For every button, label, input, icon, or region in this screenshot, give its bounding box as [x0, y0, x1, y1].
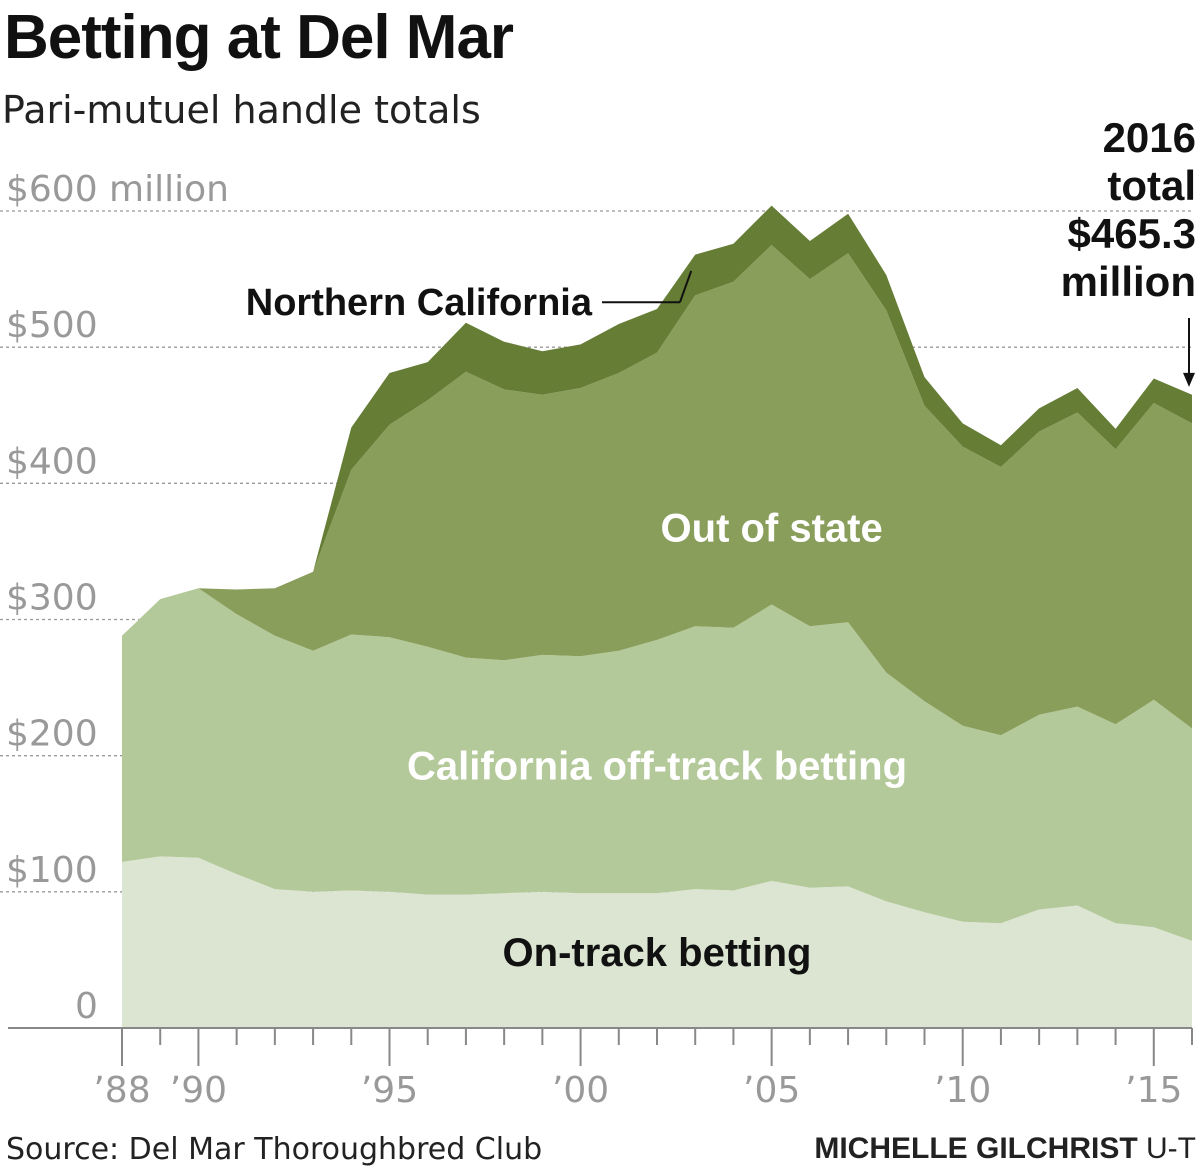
annotation-line-4: million — [1061, 258, 1196, 305]
northern-california-leader-line-end — [678, 270, 693, 303]
chart-title: Betting at Del Mar — [4, 3, 514, 72]
y-axis-labels: 0 $100 $200 $300 $400 $500 $600 million — [6, 169, 229, 1027]
series-label-out-of-state: Out of state — [661, 506, 883, 550]
x-tick-label-2005: ’05 — [743, 1070, 800, 1111]
y-tick-label-200: $200 — [6, 714, 98, 755]
x-tick-label-1988: ’88 — [93, 1070, 150, 1111]
credit-name: MICHELLE GILCHRIST — [814, 1132, 1138, 1165]
annotation-line-3: $465.3 — [1068, 210, 1196, 257]
y-tick-label-400: $400 — [6, 441, 98, 482]
y-tick-label-500: $500 — [6, 305, 98, 346]
area-on-track-betting — [122, 856, 1192, 1028]
chart-subtitle: Pari-mutuel handle totals — [2, 88, 481, 132]
annotation-line-1: 2016 — [1103, 114, 1196, 161]
x-tick-label-2015: ’15 — [1125, 1070, 1182, 1111]
y-tick-label-100: $100 — [6, 850, 98, 891]
area-california-off-track-betting — [122, 588, 1192, 941]
x-tick-label-1990: ’90 — [170, 1070, 227, 1111]
series-label-northern-california: Northern California — [246, 282, 593, 324]
credit-org: U-T — [1146, 1132, 1196, 1165]
y-tick-label-600: $600 million — [6, 169, 229, 210]
annotation-arrow-head — [1183, 372, 1195, 387]
area-out-of-state — [122, 245, 1192, 736]
series-labels: On-track betting California off-track bet… — [246, 270, 907, 975]
y-tick-label-300: $300 — [6, 578, 98, 619]
x-tick-label-2010: ’10 — [934, 1070, 991, 1111]
x-tick-label-1995: ’95 — [361, 1070, 418, 1111]
annotation-line-2: total — [1107, 162, 1196, 209]
x-axis: ’88 ’90 ’95 ’00 ’05 ’10 ’15 — [8, 1027, 1193, 1111]
y-tick-label-0: 0 — [75, 986, 98, 1027]
series-label-california-off-track-betting: California off-track betting — [407, 745, 907, 789]
series-label-on-track-betting: On-track betting — [503, 931, 812, 975]
area-series — [122, 205, 1192, 1028]
source-note: Source: Del Mar Thoroughbred Club — [6, 1132, 543, 1167]
credit-line: MICHELLE GILCHRIST U-T — [814, 1132, 1196, 1166]
x-tick-label-2000: ’00 — [552, 1070, 609, 1111]
